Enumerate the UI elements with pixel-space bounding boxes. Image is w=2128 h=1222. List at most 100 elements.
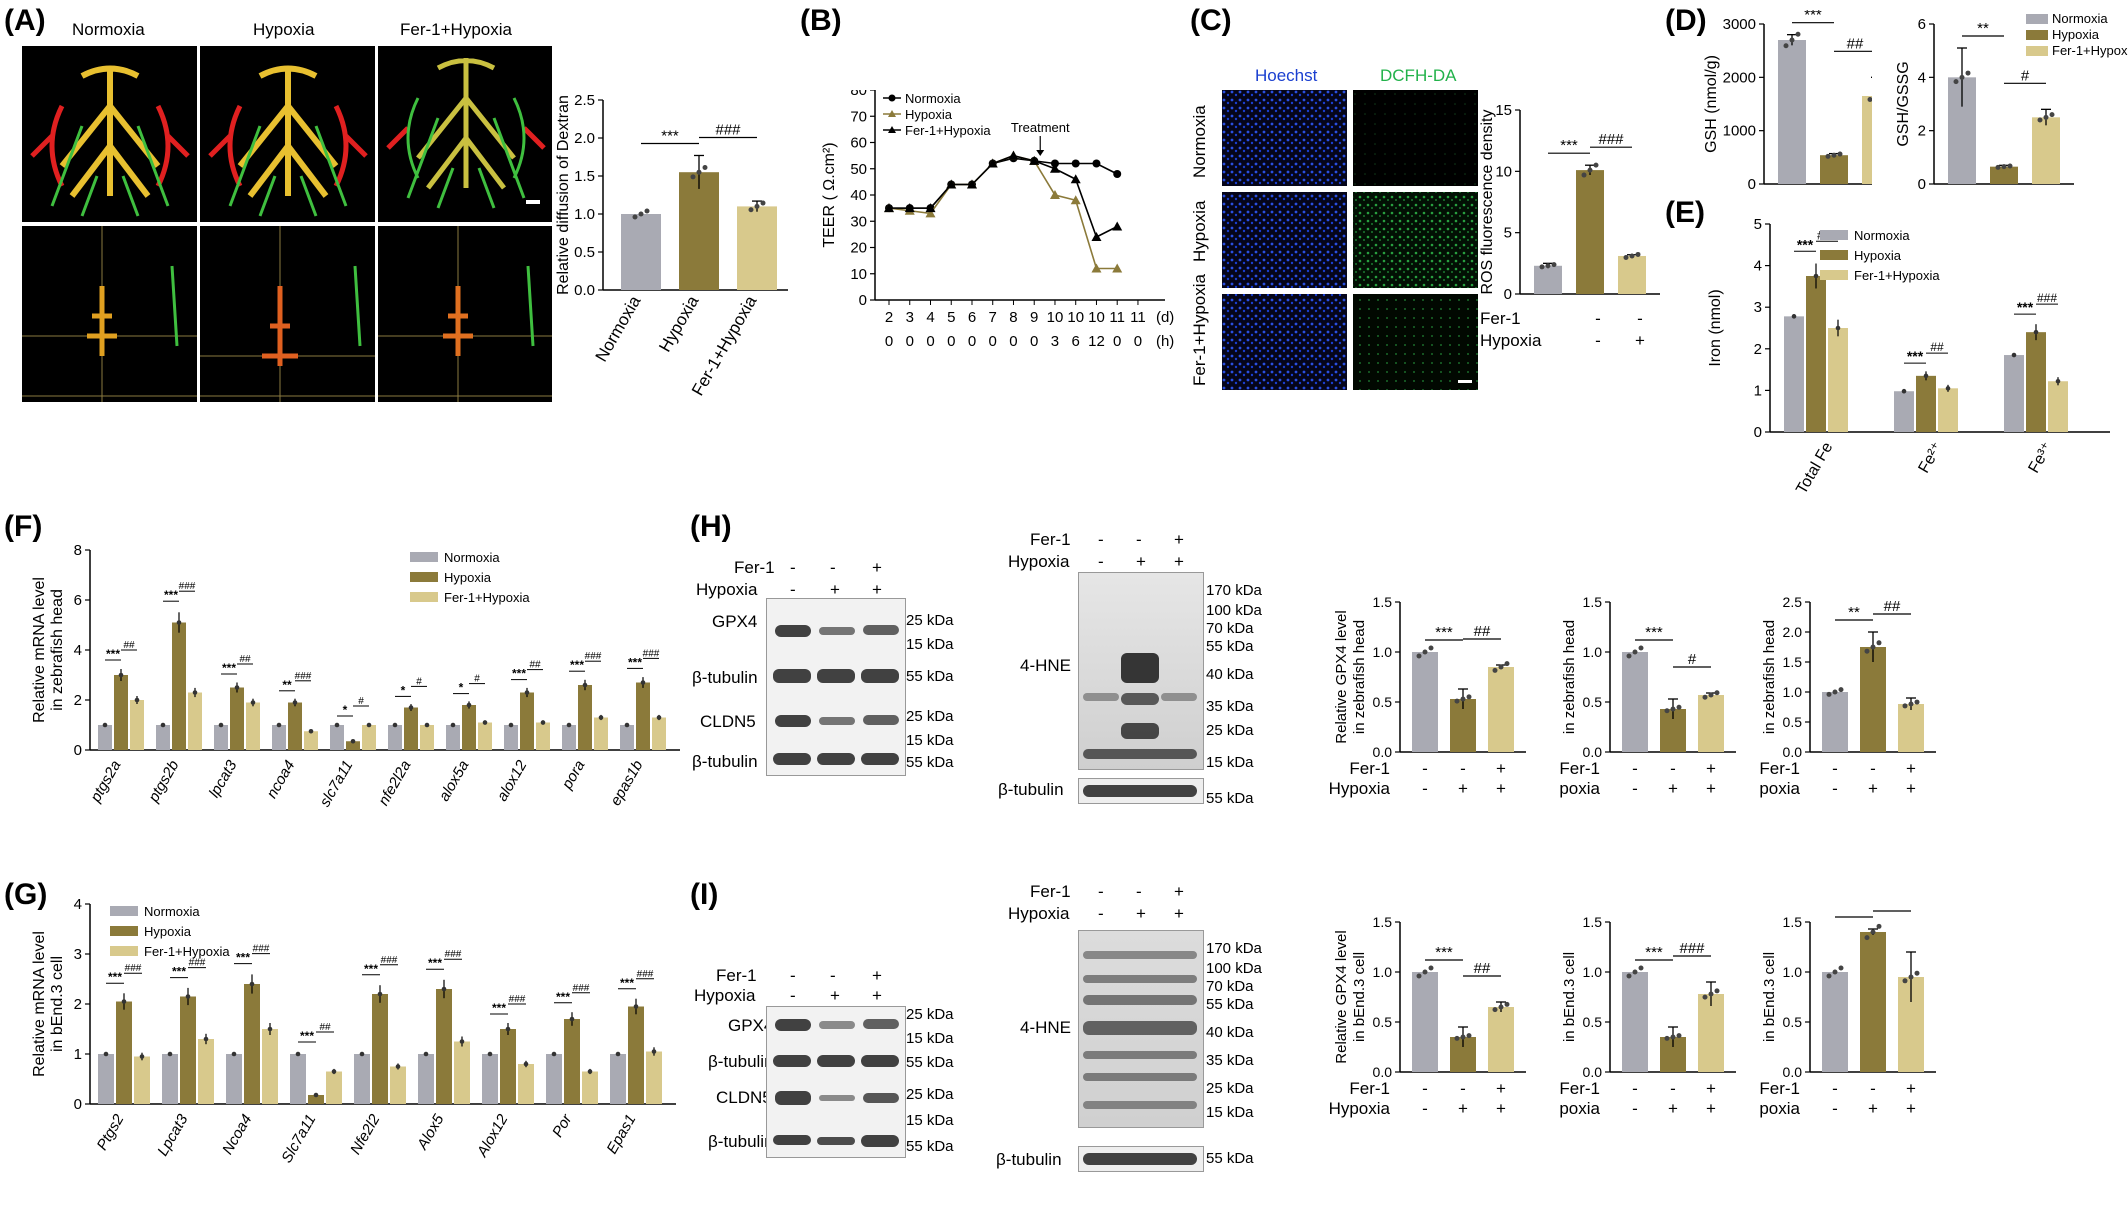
bar: [1576, 170, 1604, 294]
category-label: Alox12: [473, 1111, 511, 1161]
micrograph-bottom-normoxia: [22, 226, 197, 402]
legend-swatch: [410, 552, 438, 562]
data-point: [176, 620, 182, 625]
blot-i-hne-hyp-sign-1: -: [1098, 904, 1104, 923]
data-point: [1714, 690, 1720, 696]
y-tick-label: 0: [1754, 424, 1762, 441]
hypoxia-sign: -: [1832, 1099, 1838, 1118]
blot-i-hyp-sign-3: +: [872, 986, 882, 1005]
legend-swatch: [2026, 30, 2048, 40]
hypoxia-sign: -: [1595, 331, 1601, 350]
data-point: [1492, 1007, 1498, 1013]
sig-marker: ##: [1474, 623, 1491, 640]
data-point: [1428, 965, 1434, 971]
y-axis-label: in bEnd.3 cell: [1351, 952, 1368, 1042]
sig-marker: ###: [573, 983, 590, 994]
category-label: Slc7a11: [278, 1112, 319, 1166]
fer1-sign: +: [1706, 759, 1716, 778]
blot-h-marker-5: 15 kDa: [906, 732, 954, 749]
y-tick-label: 0.0: [1583, 744, 1603, 760]
category-label: nfe2l2a: [375, 758, 414, 809]
data-point: [1593, 162, 1599, 168]
data-point: [582, 682, 588, 688]
series-point: [1049, 190, 1060, 199]
hypoxia-row-label: Hypoxia: [1560, 779, 1601, 798]
bar: [2026, 332, 2046, 432]
x-tick-hour: 3: [1051, 333, 1059, 350]
data-point: [1581, 172, 1587, 178]
y-tick-label: 1.0: [1583, 644, 1603, 660]
data-point: [331, 1069, 337, 1074]
sig-marker: ***: [428, 956, 442, 970]
data-point: [587, 1069, 593, 1074]
y-tick-label: 0: [859, 292, 867, 309]
series-point: [1070, 174, 1081, 184]
sig-marker: ***: [1560, 137, 1578, 154]
y-tick-label: 2: [1754, 341, 1762, 358]
hypoxia-sign: +: [1868, 1099, 1878, 1118]
panel-c-row-fer1: Fer-1+Hypoxia: [1190, 274, 1209, 386]
data-point: [748, 207, 754, 213]
bar: [1822, 972, 1848, 1072]
blot-i-hyp-sign-1: -: [790, 986, 796, 1005]
blot-h-marker-2: 15 kDa: [906, 636, 954, 653]
bar: [578, 685, 592, 750]
bar: [130, 700, 144, 750]
y-axis-label: GSH/GSSG: [1896, 61, 1912, 146]
bar: [1862, 96, 1872, 184]
y-tick-label: 10: [1495, 163, 1512, 180]
data-point: [234, 685, 240, 690]
chart-d-gsh-gssg: 0 2 4 6 GSH/GSSG ** # NormoxiaHypoxiaFer-1+Hypo…: [1896, 11, 2128, 193]
sig-marker: *: [343, 703, 348, 717]
blot-h-hypoxia-label: Hypoxia: [696, 580, 758, 599]
series-point: [925, 203, 936, 213]
data-point: [1460, 1034, 1466, 1040]
hypoxia-row-label: Hypoxia: [1330, 779, 1391, 798]
bar: [1534, 265, 1562, 294]
blot-h-hne-m5: 40 kDa: [1206, 666, 1254, 683]
panel-label-a: (A): [4, 4, 46, 37]
sig-marker: **: [1848, 604, 1860, 621]
data-point: [1914, 699, 1920, 705]
blot-h-hne-membrane: [1078, 572, 1204, 770]
data-point: [1545, 263, 1551, 269]
sig-marker: ***: [661, 127, 679, 144]
bar: [518, 1064, 534, 1104]
sig-marker: ###: [509, 994, 526, 1005]
blot-h-marker-4: 25 kDa: [906, 708, 954, 725]
sig-marker: **: [1977, 20, 1989, 37]
data-point: [1864, 935, 1870, 941]
y-tick-label: 2000: [1723, 69, 1756, 86]
data-point: [185, 994, 191, 999]
y-axis-label: Relative mRNA level: [31, 577, 48, 723]
y-axis-label: in bEnd.3 cell: [1761, 952, 1778, 1042]
data-point: [505, 1026, 511, 1032]
data-point: [267, 1026, 273, 1032]
dcf-hypoxia: [1353, 192, 1478, 288]
bar: [2032, 117, 2060, 184]
blot-h-hne-fer-sign-3: +: [1174, 530, 1184, 549]
y-tick-label: 0: [1504, 286, 1512, 303]
y-tick-label: 0.0: [1783, 744, 1803, 760]
bar: [1820, 155, 1848, 184]
x-tick-hour: 0: [1009, 333, 1017, 350]
series-point: [1050, 159, 1059, 168]
bar: [454, 1041, 470, 1104]
sig-marker: ##: [1884, 598, 1901, 615]
data-point: [1635, 251, 1641, 257]
data-point: [524, 690, 530, 695]
sig-marker: ###: [189, 958, 206, 969]
bar: [610, 1054, 626, 1104]
sig-marker: ##: [529, 660, 541, 671]
y-tick-label: 4: [1918, 69, 1926, 86]
blot-i-marker-6: 55 kDa: [906, 1138, 954, 1155]
fer1-sign: -: [1832, 759, 1838, 778]
sig-marker: ###: [1679, 940, 1705, 957]
data-point: [203, 1036, 209, 1042]
bar: [404, 707, 418, 750]
y-tick-label: 0.5: [1583, 694, 1603, 710]
bar: [116, 1001, 132, 1104]
bar: [621, 214, 661, 290]
